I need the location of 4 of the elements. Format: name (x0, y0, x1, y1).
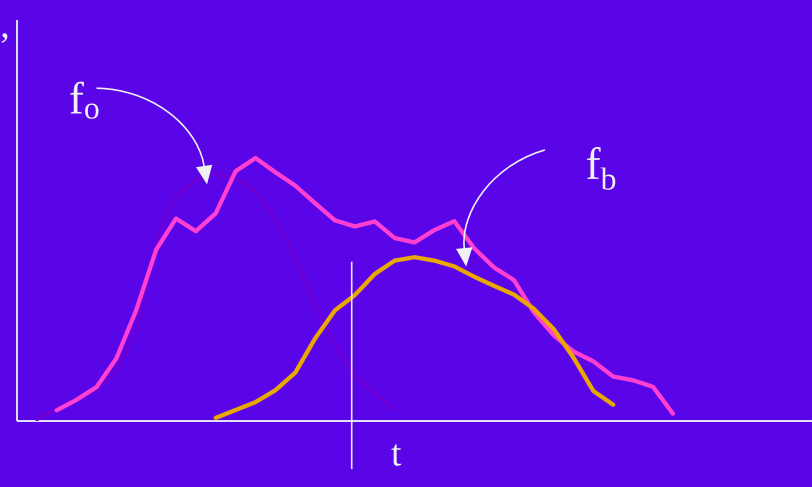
x-axis-title: t (391, 444, 402, 466)
text: f$_{o}$ (70, 82, 99, 119)
annotation: f$_{b}$ (586, 146, 616, 190)
y-axis-title: , (2, 33, 8, 43)
